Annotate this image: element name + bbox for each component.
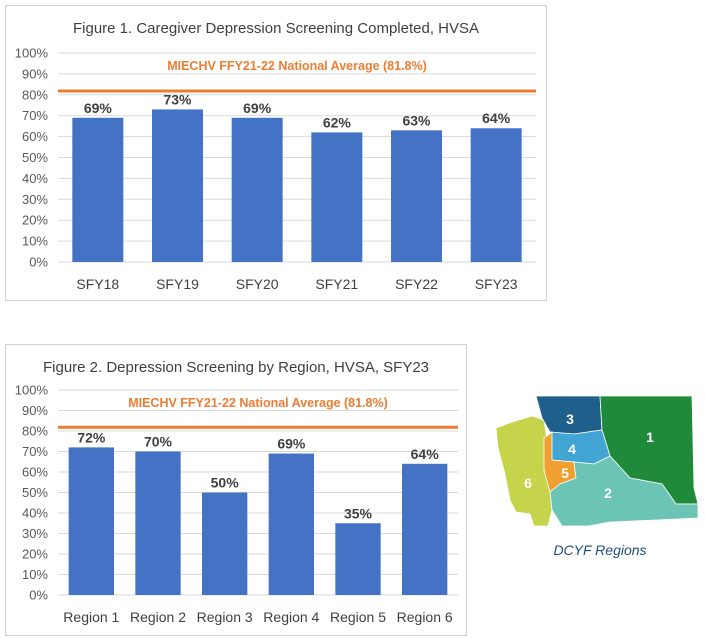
figure-2-data-label: 72%: [77, 429, 106, 445]
figure-1-category-label: SFY23: [475, 276, 518, 292]
figure-1-data-label: 73%: [163, 91, 192, 107]
figure-2-bar: [202, 492, 248, 595]
figure-1-category-label: SFY20: [236, 276, 279, 292]
figure-1-title: Figure 1. Caregiver Depression Screening…: [72, 20, 480, 37]
figure-2-category-label: Region 2: [130, 609, 186, 625]
figure-2-data-label: 70%: [144, 434, 173, 450]
figure-1-category-label: SFY22: [395, 276, 438, 292]
figure-2-bar: [135, 451, 181, 595]
figure-2-bar: [402, 463, 448, 595]
figure-1-y-tick-label: 80%: [22, 87, 48, 102]
figure-1-y-tick-label: 10%: [22, 234, 48, 249]
figure-1-bar: [391, 130, 442, 262]
figure-2-category-label: Region 1: [63, 609, 119, 625]
figure-1-data-label: 69%: [243, 100, 272, 116]
figure-1-y-tick-label: 50%: [22, 150, 48, 165]
figure-2-y-tick-label: 80%: [22, 424, 48, 439]
figure-2-y-tick-label: 90%: [22, 403, 48, 418]
figure-1-y-tick-label: 70%: [22, 108, 48, 123]
figure-1-data-label: 62%: [323, 114, 352, 130]
figure-1-data-label: 64%: [482, 110, 511, 126]
figure-1-bar: [470, 128, 522, 262]
figure-2-category-label: Region 6: [397, 609, 453, 625]
figure-1-y-tick-label: 30%: [22, 192, 48, 207]
figure-1-panel: Figure 1. Caregiver Depression Screening…: [5, 5, 547, 301]
figure-2-y-tick-label: 100%: [15, 383, 49, 398]
figure-2-title: Figure 2. Depression Screening by Region…: [42, 359, 430, 376]
figure-1-bar: [152, 109, 203, 263]
map-region-2: [549, 455, 699, 527]
figure-2-chart: 0% 10% 20% 30% 40% 50% 60% 70% 80% 90% 100% 72% Regi…: [15, 383, 458, 625]
map-label-2: 2: [604, 485, 612, 501]
figure-2-data-label: 35%: [344, 505, 373, 521]
figure-1-y-tick-label: 0%: [29, 255, 48, 270]
map-label-6: 6: [524, 475, 532, 491]
figure-1-y-tick-label: 40%: [22, 171, 48, 186]
map-caption: DCYF Regions: [553, 542, 647, 558]
figure-1-y-tick-label: 60%: [22, 129, 48, 144]
figure-2-category-label: Region 3: [197, 609, 253, 625]
figure-2-category-label: Region 4: [263, 609, 319, 625]
figure-2-data-label: 64%: [411, 446, 440, 462]
figure-1-category-label: SFY21: [315, 276, 358, 292]
figure-1-bar: [231, 117, 283, 262]
figure-1-data-label: 63%: [402, 112, 431, 128]
figure-1-reference-label: MIECHV FFY21-22 National Average (81.8%): [167, 59, 427, 73]
map-label-4: 4: [568, 441, 576, 457]
figure-2-y-tick-label: 0%: [29, 588, 48, 603]
map-region-4: [549, 429, 611, 465]
figure-1-data-label: 69%: [84, 100, 113, 116]
figure-2-y-tick-label: 60%: [22, 465, 48, 480]
map-label-5: 5: [561, 465, 569, 481]
figure-2-y-tick-label: 10%: [22, 567, 48, 582]
figure-1-bar: [311, 132, 363, 262]
map-label-3: 3: [566, 411, 574, 427]
figure-2-y-tick-label: 70%: [22, 444, 48, 459]
figure-2-y-tick-label: 50%: [22, 485, 48, 500]
figure-1-y-tick-label: 90%: [22, 66, 48, 81]
map-label-1: 1: [646, 429, 654, 445]
figure-2-y-tick-label: 40%: [22, 506, 48, 521]
figure-1-bar: [72, 117, 124, 262]
figure-1-category-label: SFY19: [156, 276, 199, 292]
figure-2-panel: Figure 2. Depression Screening by Region…: [5, 344, 467, 636]
figure-2-y-tick-label: 20%: [22, 547, 48, 562]
map-region-6: [495, 415, 553, 527]
figure-2-bar: [68, 447, 114, 595]
figure-1-y-tick-label: 100%: [15, 46, 49, 61]
figure-1-y-tick-label: 20%: [22, 213, 48, 228]
figure-2-data-label: 50%: [211, 475, 240, 491]
figure-1-category-label: SFY18: [76, 276, 119, 292]
figure-2-bar: [335, 523, 381, 595]
figure-2-reference-label: MIECHV FFY21-22 National Average (81.8%): [128, 396, 388, 410]
dcyf-regions-map: 3 1 4 5 2 6: [495, 395, 699, 527]
figure-1-chart: 0% 10% 20% 30% 40% 50% 60% 70% 80% 90% 100% 69% SFY1…: [15, 46, 536, 292]
figure-2-category-label: Region 5: [330, 609, 386, 625]
figure-2-bar: [268, 453, 314, 595]
figure-2-data-label: 69%: [277, 436, 306, 452]
figure-2-y-tick-label: 30%: [22, 526, 48, 541]
